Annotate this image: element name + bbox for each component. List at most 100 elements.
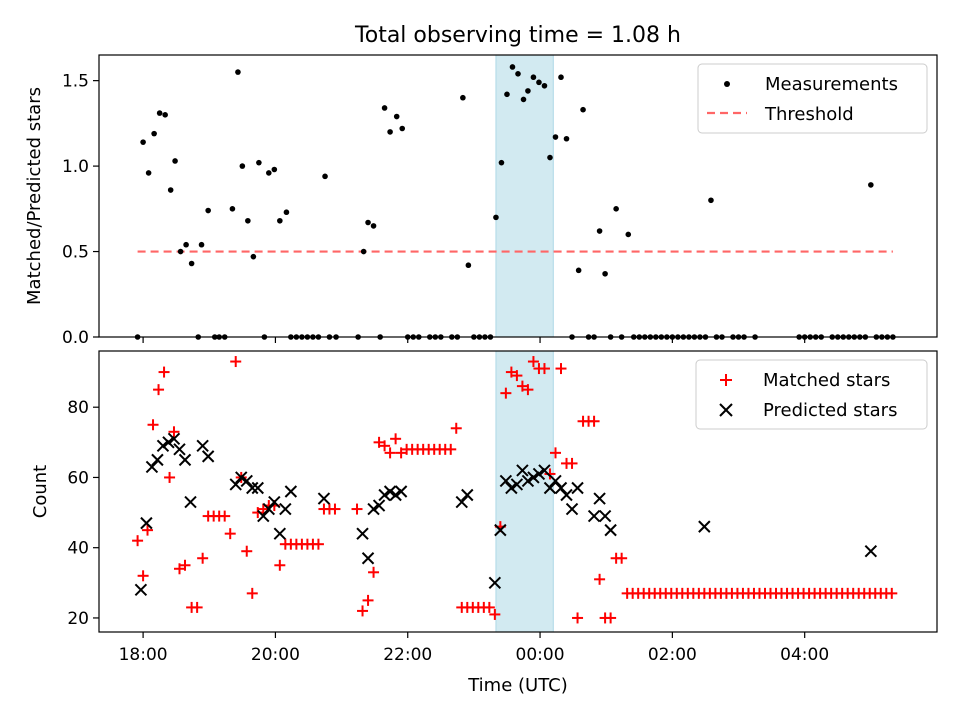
predicted-star-point (235, 471, 248, 484)
matched-star-point (555, 363, 567, 375)
marker-stroke (516, 464, 529, 477)
measurement-point (563, 135, 570, 142)
top-axes-frame (98, 54, 938, 338)
matched-star-point (445, 443, 457, 455)
predicted-star-point (587, 509, 601, 523)
measurement-point (552, 134, 559, 140)
predicted-star-point (565, 502, 579, 516)
predicted-star-point (151, 453, 164, 467)
matched-star-point (538, 363, 550, 375)
top-panel: 0.0 0.5 1.0 1.5 Total observing time = 1.08… (24, 23, 938, 348)
measurement-point (266, 170, 272, 176)
marker-stroke (378, 488, 391, 502)
matched-star-point (158, 366, 170, 378)
matched-star-point (390, 433, 402, 445)
predicted-star-point (173, 443, 186, 456)
marker-stroke (268, 495, 281, 509)
marker-stroke (273, 527, 287, 540)
measurement-point (156, 110, 163, 116)
predicted-star-point (367, 502, 380, 516)
measurement-point (205, 207, 211, 214)
matched-star-point (373, 436, 385, 448)
marker-stroke (604, 523, 617, 537)
predicted-star-point (461, 488, 474, 502)
measurement-point (547, 154, 553, 161)
marker-stroke (549, 474, 562, 488)
marker-stroke (184, 495, 197, 509)
predicted-star-point (543, 481, 557, 495)
top-y-axis-label: Matched/Predicted stars (24, 87, 45, 305)
marker-stroke (510, 478, 524, 491)
matched-star-point (594, 573, 606, 585)
x-tick-label: 22:00 (383, 645, 432, 665)
marker-stroke (527, 471, 540, 484)
bottom-y-tick-label: 80 (67, 398, 89, 418)
predicted-star-point (246, 481, 259, 495)
matched-star-point (153, 384, 165, 396)
marker-stroke (598, 509, 612, 523)
marker-stroke (543, 481, 557, 495)
marker-stroke (521, 474, 535, 488)
measurement-point (525, 88, 531, 94)
matched-star-point (395, 447, 407, 459)
marker-stroke (240, 474, 253, 488)
marker-stroke (587, 509, 601, 523)
predicted-star-point (178, 453, 192, 467)
matched-star-point (329, 503, 341, 515)
marker-stroke (257, 509, 270, 523)
matched-star-point (312, 538, 324, 550)
measurement-point (283, 209, 290, 216)
legend-plus-glyph (720, 374, 732, 386)
matched-star-point (224, 528, 236, 540)
matched-star-point (522, 384, 534, 396)
bottom-axes-frame (98, 350, 938, 633)
measurement-point (256, 159, 262, 166)
matched-star-point (351, 503, 363, 515)
marker-stroke (279, 502, 292, 516)
predicted-star-point (516, 464, 529, 477)
measurement-point (322, 173, 328, 180)
matched-star-point (384, 447, 396, 459)
predicted-star-point (455, 495, 468, 509)
matched-star-point (147, 419, 159, 431)
matched-star-point (544, 468, 556, 480)
measurement-point (602, 270, 608, 277)
predicted-star-point (560, 488, 573, 502)
matched-star-point (137, 570, 149, 582)
legend-label-predicted: Predicted stars (763, 400, 897, 421)
predicted-star-point (162, 436, 175, 449)
predicted-star-point (167, 432, 181, 446)
legend-label-threshold: Threshold (764, 104, 854, 125)
marker-stroke (554, 481, 568, 495)
marker-stroke (538, 464, 551, 477)
marker-stroke (246, 481, 259, 495)
measurement-point (277, 217, 283, 224)
marker-stroke (593, 492, 606, 505)
legend-label-matched: Matched stars (763, 370, 890, 391)
legend-marker-matched (720, 374, 732, 386)
matched-star-point (257, 503, 269, 515)
matched-star-point (173, 563, 185, 575)
x-tick-label: 18:00 (119, 645, 168, 665)
measurement-point (596, 228, 603, 234)
measurement-point (613, 206, 619, 212)
marker-stroke (383, 485, 397, 498)
marker-stroke (178, 453, 192, 467)
top-ticks: 0.0 0.5 1.0 1.5 (62, 72, 806, 348)
measurement-point (229, 206, 236, 212)
predicted-star-point (361, 552, 375, 565)
measurement-point (465, 262, 472, 269)
predicted-star-point (538, 464, 551, 477)
matched-star-point (605, 612, 617, 624)
predicted-star-point (505, 481, 518, 495)
measurement-point (167, 187, 174, 193)
measurement-point (498, 159, 505, 166)
predicted-star-point (356, 527, 369, 540)
matched-star-point (219, 510, 231, 522)
predicted-star-point (145, 460, 159, 474)
marker-stroke (488, 576, 502, 590)
matched-star-point (511, 370, 523, 382)
predicted-star-point (140, 516, 153, 530)
matched-star-point (572, 612, 584, 624)
